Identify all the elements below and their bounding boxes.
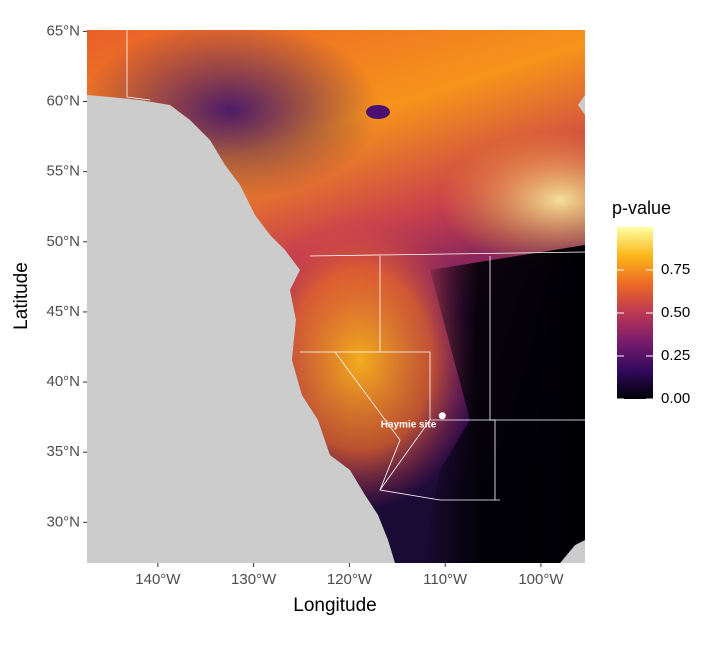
y-tick-label: 60°N: [46, 93, 80, 110]
borders: [126, 30, 585, 501]
y-tick-label: 30°N: [46, 513, 80, 530]
x-tick-label: 120°W: [327, 571, 373, 588]
y-tick-label: 40°N: [46, 373, 80, 390]
y-tick-label: 55°N: [46, 163, 80, 180]
y-tick-label: 35°N: [46, 443, 80, 460]
y-axis-title: Latitude: [11, 262, 32, 330]
site-point: [438, 412, 446, 420]
y-tick-label: 65°N: [46, 22, 80, 39]
colorbar-tick-label: 0.25: [661, 347, 690, 364]
y-tick-label: 50°N: [46, 233, 80, 250]
colorbar-tick-label: 0.50: [661, 304, 690, 321]
site-label: Haymie site: [381, 419, 437, 430]
colorbar-tick-label: 0.75: [661, 261, 690, 278]
raster: [87, 30, 585, 563]
x-tick-label: 130°W: [231, 571, 277, 588]
y-tick-label: 45°N: [46, 303, 80, 320]
colorbar-tick-label: 0.00: [661, 390, 690, 407]
legend-title: p-value: [612, 198, 671, 218]
x-tick-label: 100°W: [518, 571, 564, 588]
x-tick-label: 140°W: [135, 571, 181, 588]
lake: [366, 105, 390, 119]
x-tick-label: 110°W: [423, 571, 468, 588]
x-axis-title: Longitude: [293, 595, 376, 616]
